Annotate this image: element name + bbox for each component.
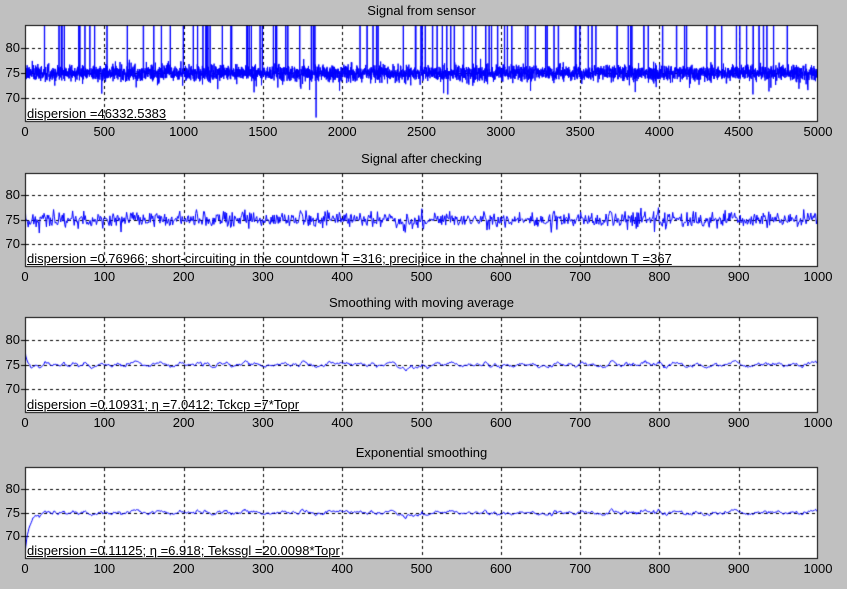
- x-tick-label: 3500: [565, 124, 595, 139]
- subplot4-title: Exponential smoothing: [355, 445, 488, 460]
- x-tick-label: 0: [21, 124, 29, 139]
- subplot2-annotation: dispersion =0.76966; short-circuiting in…: [27, 251, 672, 266]
- x-tick-label: 1000: [803, 561, 833, 576]
- x-tick-label: 1000: [803, 269, 833, 284]
- y-tick-label: 70: [5, 528, 20, 544]
- x-tick-label: 200: [172, 415, 195, 430]
- x-tick-label: 800: [648, 269, 671, 284]
- x-tick-label: 100: [93, 269, 116, 284]
- x-tick-label: 500: [410, 415, 433, 430]
- subplot2-title: Signal after checking: [361, 151, 482, 166]
- subplot4-annotation: dispersion =0.11125; η =6.918; Tekssgl =…: [27, 543, 340, 558]
- y-tick-label: 70: [5, 235, 20, 251]
- x-tick-label: 800: [648, 415, 671, 430]
- x-tick-label: 300: [252, 269, 274, 284]
- x-tick-label: 4000: [644, 124, 674, 139]
- x-tick-label: 500: [410, 269, 433, 284]
- x-tick-label: 700: [569, 415, 591, 430]
- x-tick-label: 300: [252, 561, 274, 576]
- y-tick-label: 80: [5, 187, 20, 203]
- subplot1-annotation: dispersion =46332.5383: [27, 106, 167, 121]
- x-tick-label: 4500: [724, 124, 754, 139]
- y-tick-label: 80: [5, 480, 20, 496]
- x-tick-label: 600: [489, 561, 512, 576]
- x-tick-label: 0: [21, 415, 29, 430]
- x-tick-label: 3000: [486, 124, 516, 139]
- x-tick-label: 600: [489, 415, 512, 430]
- subplot3-annotation: dispersion =0.10931; η =7.0412; Tckcp =7…: [27, 397, 300, 412]
- x-tick-label: 900: [727, 269, 750, 284]
- subplot1-title: Signal from sensor: [367, 3, 476, 18]
- y-tick-label: 70: [5, 381, 20, 397]
- x-tick-label: 100: [93, 415, 116, 430]
- x-tick-label: 0: [21, 269, 29, 284]
- x-tick-label: 800: [648, 561, 671, 576]
- x-tick-label: 2500: [407, 124, 436, 139]
- x-tick-label: 1000: [169, 124, 199, 139]
- x-tick-label: 0: [21, 561, 29, 576]
- x-tick-label: 5000: [803, 124, 833, 139]
- x-tick-label: 2000: [327, 124, 357, 139]
- x-tick-label: 100: [93, 561, 116, 576]
- x-tick-label: 400: [331, 269, 354, 284]
- x-tick-label: 500: [410, 561, 433, 576]
- y-tick-label: 80: [5, 331, 20, 347]
- x-tick-label: 200: [172, 561, 195, 576]
- x-tick-label: 900: [727, 561, 750, 576]
- y-tick-label: 75: [5, 211, 20, 227]
- x-tick-label: 700: [569, 269, 591, 284]
- x-tick-label: 500: [93, 124, 116, 139]
- x-tick-label: 700: [569, 561, 591, 576]
- y-tick-label: 75: [5, 356, 20, 372]
- x-tick-label: 600: [489, 269, 512, 284]
- subplot3-title: Smoothing with moving average: [329, 295, 514, 310]
- y-tick-label: 70: [5, 90, 20, 105]
- x-tick-label: 1000: [803, 415, 833, 430]
- x-tick-label: 400: [331, 415, 354, 430]
- x-tick-label: 1500: [248, 124, 278, 139]
- y-tick-label: 75: [5, 65, 20, 80]
- y-tick-label: 75: [5, 504, 20, 520]
- y-tick-label: 80: [5, 40, 20, 55]
- x-tick-label: 200: [172, 269, 195, 284]
- x-tick-label: 900: [727, 415, 750, 430]
- x-tick-label: 400: [331, 561, 354, 576]
- x-tick-label: 300: [252, 415, 274, 430]
